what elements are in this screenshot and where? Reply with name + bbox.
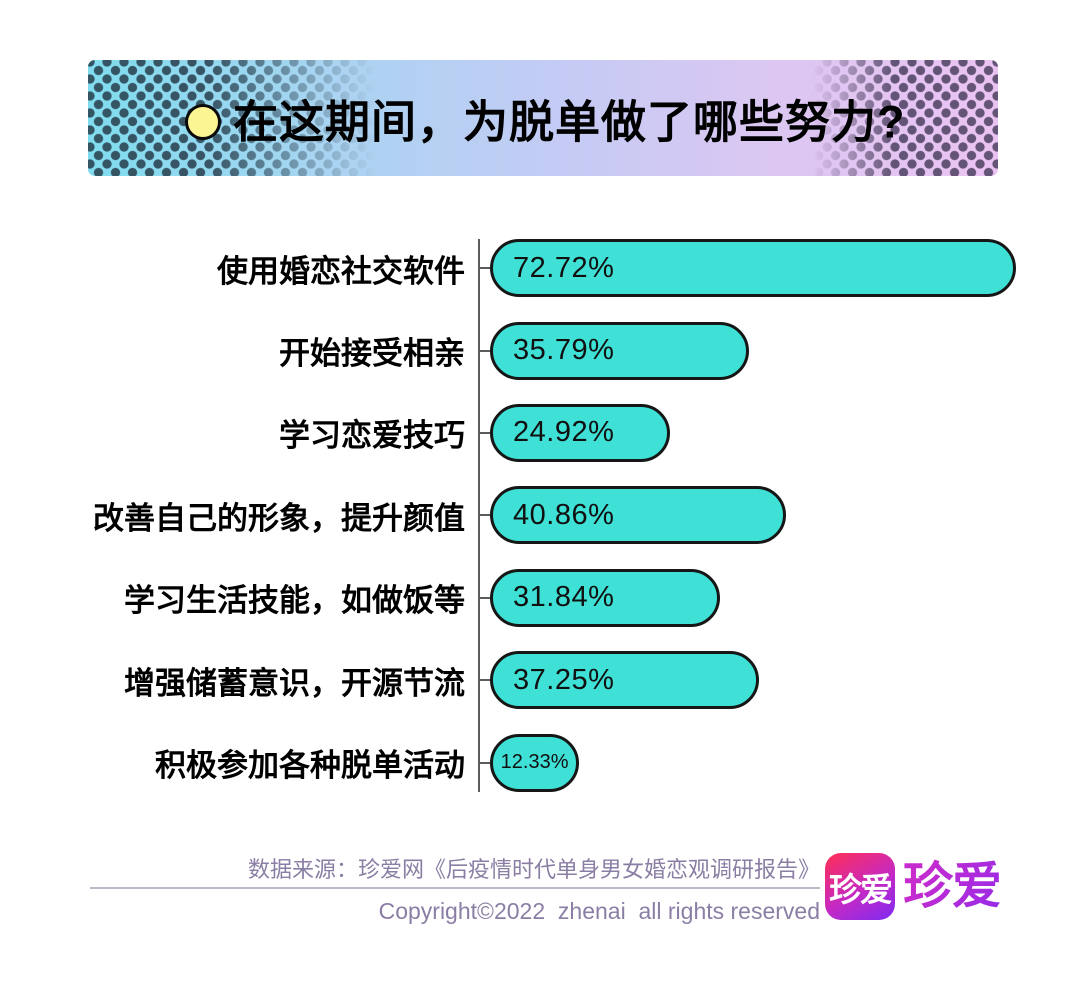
- chart-row: 积极参加各种脱单活动 12.33%: [0, 721, 1080, 803]
- bar: 24.92%: [490, 404, 670, 462]
- chart-row: 学习生活技能，如做饭等 31.84%: [0, 557, 1080, 639]
- axis-tick: [478, 597, 490, 599]
- axis-tick: [478, 432, 490, 434]
- chart-row: 改善自己的形象，提升颜值 40.86%: [0, 474, 1080, 556]
- title-bullet-icon: [185, 104, 221, 140]
- copyright-text: Copyright©2022 zhenai all rights reserve…: [90, 898, 820, 925]
- zhenai-logo-icon-text: 珍爱: [829, 863, 891, 911]
- bar-value-label: 40.86%: [513, 499, 614, 532]
- chart-row: 开始接受相亲 35.79%: [0, 309, 1080, 391]
- axis-tick: [478, 267, 490, 269]
- bar-value-label: 72.72%: [513, 252, 614, 285]
- bar-value-label: 35.79%: [513, 334, 614, 367]
- bar-category-label: 改善自己的形象，提升颜值: [0, 493, 465, 538]
- bar-category-label: 学习恋爱技巧: [0, 410, 465, 455]
- bar: 12.33%: [490, 734, 579, 792]
- infographic-page: 在这期间，为脱单做了哪些努力? 使用婚恋社交软件 72.72% 开始接受相亲 3…: [0, 0, 1080, 982]
- bar: 40.86%: [490, 486, 786, 544]
- chart-row: 增强储蓄意识，开源节流 37.25%: [0, 639, 1080, 721]
- footer-divider: [90, 887, 820, 889]
- bar-category-label: 使用婚恋社交软件: [0, 246, 465, 291]
- bar-value-label: 24.92%: [513, 416, 614, 449]
- page-title: 在这期间，为脱单做了哪些努力?: [233, 86, 906, 151]
- bar-value-label: 12.33%: [501, 751, 569, 774]
- bar-value-label: 37.25%: [513, 664, 614, 697]
- bar-category-label: 积极参加各种脱单活动: [0, 740, 465, 785]
- data-source-text: 数据来源：珍爱网《后疫情时代单身男女婚恋观调研报告》: [90, 852, 820, 884]
- chart-rows: 使用婚恋社交软件 72.72% 开始接受相亲 35.79% 学习恋爱技巧 24.…: [0, 227, 1080, 804]
- bar: 35.79%: [490, 322, 749, 380]
- bar: 37.25%: [490, 651, 759, 709]
- bar: 72.72%: [490, 239, 1016, 297]
- axis-tick: [478, 350, 490, 352]
- title-banner: 在这期间，为脱单做了哪些努力?: [88, 60, 998, 176]
- axis-tick: [478, 679, 490, 681]
- axis-tick: [478, 514, 490, 516]
- chart-row: 学习恋爱技巧 24.92%: [0, 392, 1080, 474]
- bar-category-label: 增强储蓄意识，开源节流: [0, 658, 465, 703]
- axis-tick: [478, 762, 490, 764]
- bar-chart: 使用婚恋社交软件 72.72% 开始接受相亲 35.79% 学习恋爱技巧 24.…: [0, 227, 1080, 804]
- zhenai-logo-icon: 珍爱: [825, 853, 895, 920]
- chart-row: 使用婚恋社交软件 72.72%: [0, 227, 1080, 309]
- zhenai-logo-wordmark: 珍爱: [903, 853, 1001, 920]
- bar-category-label: 开始接受相亲: [0, 328, 465, 373]
- bar-value-label: 31.84%: [513, 581, 614, 614]
- bar: 31.84%: [490, 569, 720, 627]
- bar-category-label: 学习生活技能，如做饭等: [0, 575, 465, 620]
